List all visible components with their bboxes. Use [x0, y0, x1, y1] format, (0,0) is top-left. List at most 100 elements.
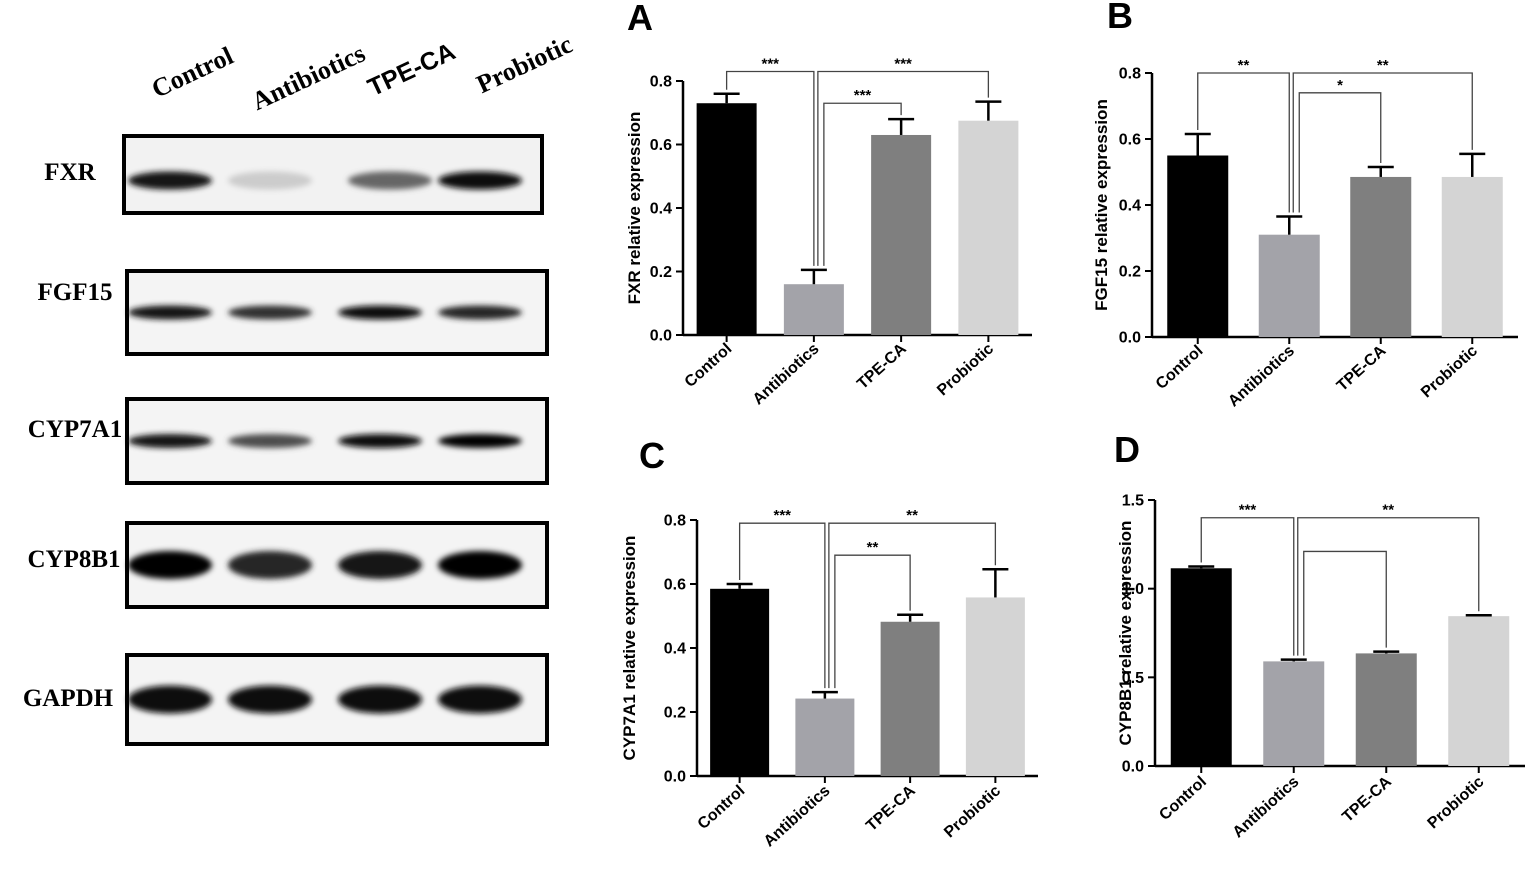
bar-control: [710, 588, 770, 776]
significance-label: ***: [894, 55, 912, 72]
significance-label: ***: [854, 87, 872, 104]
chart-panel-d: D CYP8B1 relative expression 0.0 0.5 1.0 1.5 C…: [1114, 429, 1525, 841]
blot-lane-label: Antibiotics: [247, 39, 369, 117]
y-tick-label: 0.4: [650, 201, 672, 218]
bar-probiotic: [1448, 616, 1510, 766]
significance-bracket: [817, 70, 990, 266]
blot-lane-label: Control: [147, 41, 237, 104]
blot-band: [128, 171, 212, 190]
significance-bracket: [738, 522, 826, 689]
x-tick-label: Antibiotics: [750, 340, 823, 408]
bar-probiotic: [958, 120, 1019, 335]
bar-tpe-ca: [1355, 653, 1417, 766]
y-tick-label: 0.4: [1119, 198, 1141, 215]
blot-band: [438, 685, 522, 714]
x-tick-label: Probiotic: [941, 782, 1004, 841]
bar-antibiotics: [783, 284, 844, 335]
blot-band: [228, 685, 312, 714]
y-tick-label: 0.2: [664, 705, 686, 722]
y-tick-label: 0.5: [1122, 670, 1144, 687]
blot-band: [338, 551, 422, 579]
x-tick-label: Control: [695, 782, 749, 833]
blot-band: [128, 685, 212, 714]
blot-lane-label: TPE-CA: [364, 37, 460, 102]
y-axis-label: CYP7A1 relative expression: [620, 536, 639, 761]
y-tick-label: 0.6: [664, 577, 686, 594]
x-tick-label: Control: [1153, 342, 1207, 393]
bar-antibiotics: [795, 698, 855, 776]
blot-band: [228, 305, 312, 320]
chart-panel-a: A FXR relative expression 0.0 0.2 0.4 0.6 0.8 C…: [625, 0, 1032, 408]
blot-band: [438, 551, 522, 579]
x-tick-label: Probiotic: [934, 340, 997, 399]
blot-band: [348, 171, 432, 190]
bar-control: [1170, 568, 1232, 766]
panel-letter: B: [1107, 0, 1133, 36]
blot-band: [438, 171, 522, 190]
significance-label: **: [906, 507, 918, 524]
panel-letter: A: [627, 0, 653, 38]
x-tick-label: TPE-CA: [1334, 342, 1390, 395]
blot-row-fgf15: FGF15: [38, 269, 549, 356]
significance-label: **: [1377, 57, 1389, 74]
chart-panel-c: C CYP7A1 relative expression 0.0 0.2 0.4 0.6 0…: [620, 435, 1038, 850]
blot-row-cyp8b1: CYP8B1: [27, 521, 549, 609]
bar-probiotic: [1441, 176, 1503, 337]
panel-letter: D: [1114, 429, 1140, 470]
y-tick-label: 0.6: [650, 137, 672, 154]
blot-band: [128, 434, 212, 448]
significance-label: **: [1382, 502, 1394, 519]
y-tick-label: 0.0: [664, 769, 686, 786]
blot-row-label: FXR: [44, 159, 96, 186]
x-tick-label: Probiotic: [1425, 773, 1488, 832]
blot-band: [338, 685, 422, 714]
blot-row-label: CYP8B1: [27, 546, 120, 573]
x-tick-label: Control: [1156, 773, 1210, 824]
y-tick-label: 0.8: [664, 513, 686, 530]
blot-row-gapdh: GAPDH: [23, 653, 549, 746]
blot-band: [438, 305, 522, 320]
blot-band: [228, 551, 312, 579]
blot-band: [228, 171, 312, 190]
y-tick-label: 0.8: [650, 74, 672, 91]
x-tick-label: Control: [682, 340, 736, 391]
significance-label: ***: [773, 507, 791, 524]
bar-control: [1167, 155, 1229, 337]
y-axis-label: CYP8B1 relative expression: [1116, 521, 1135, 746]
blot-band: [438, 434, 522, 448]
x-tick-label: Probiotic: [1418, 342, 1481, 401]
significance-label: *: [1337, 77, 1343, 94]
y-tick-label: 0.0: [1119, 330, 1141, 347]
y-tick-label: 0.8: [1119, 66, 1141, 83]
bar-tpe-ca: [871, 134, 932, 335]
y-axis-label: FGF15 relative expression: [1092, 99, 1111, 311]
bar-tpe-ca: [1350, 176, 1412, 337]
blot-lane-label: Probiotic: [472, 30, 577, 99]
blot-row-label: FGF15: [38, 279, 113, 306]
bar-tpe-ca: [880, 621, 940, 776]
significance-label: ***: [1239, 502, 1257, 519]
significance-bracket: [1298, 92, 1382, 213]
y-tick-label: 0.0: [650, 328, 672, 345]
panel-letter: C: [639, 435, 665, 476]
y-tick-label: 0.6: [1119, 132, 1141, 149]
y-tick-label: 0.2: [650, 264, 672, 281]
x-tick-label: Antibiotics: [1225, 342, 1298, 410]
bar-charts: A FXR relative expression 0.0 0.2 0.4 0.6 0.8 C…: [620, 0, 1525, 850]
blot-row-cyp7a1: CYP7A1: [28, 397, 549, 485]
blot-band: [228, 434, 312, 448]
y-axis-label: FXR relative expression: [625, 112, 644, 305]
bar-antibiotics: [1258, 234, 1320, 337]
significance-bracket: [725, 70, 815, 266]
blot-row-label: CYP7A1: [28, 416, 122, 443]
significance-bracket: [1200, 517, 1295, 656]
significance-bracket: [834, 554, 911, 689]
bar-probiotic: [965, 597, 1025, 776]
significance-bracket: [828, 522, 997, 689]
blot-band: [338, 305, 422, 320]
significance-bracket: [1197, 72, 1290, 213]
blot-band: [338, 434, 422, 448]
significance-bracket: [1303, 550, 1387, 656]
